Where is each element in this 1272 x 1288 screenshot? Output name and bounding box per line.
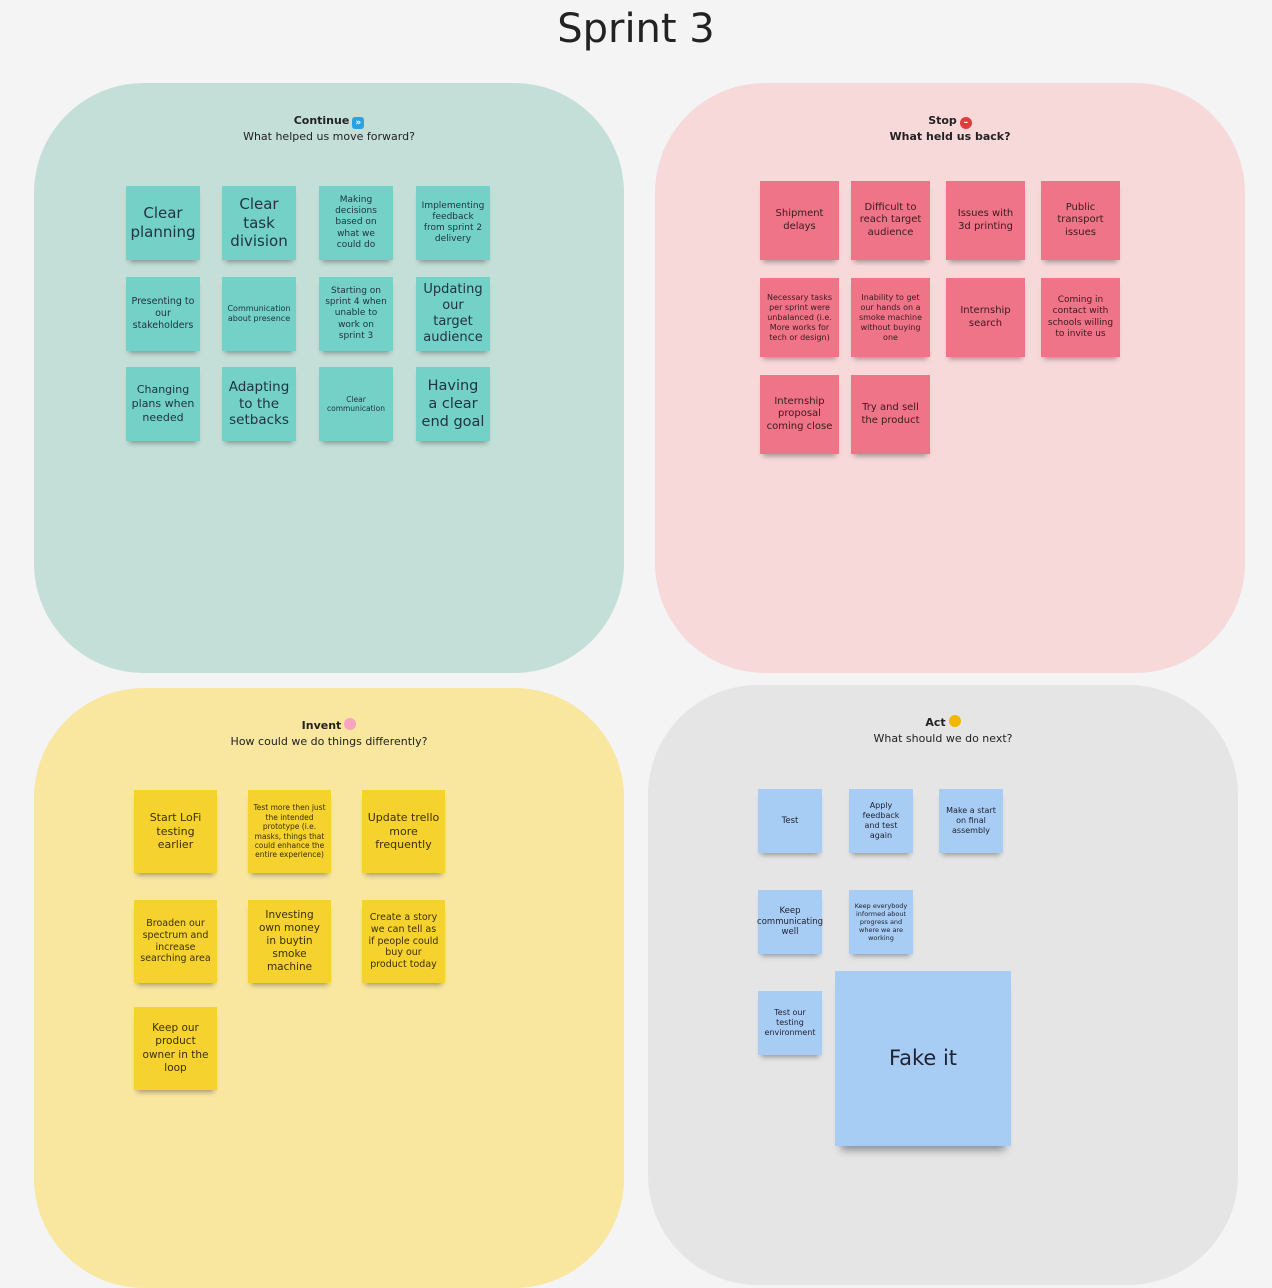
sticky-note[interactable]: Broaden our spectrum and increase search… [134,900,217,983]
continue-header: Continue» What helped us move forward? [34,113,624,145]
sticky-note[interactable]: Update trello more frequently [362,790,445,873]
no-entry-icon: – [959,117,972,129]
sticky-note[interactable]: Investing own money in buytin smoke mach… [248,900,331,983]
sticky-note[interactable]: Presenting to our stakeholders [126,277,200,351]
sticky-note[interactable]: Issues with 3d printing [946,181,1025,260]
fast-forward-icon: » [352,117,365,129]
act-header: Act What should we do next? [648,715,1238,747]
sticky-note[interactable]: Internship proposal coming close [760,375,839,454]
sticky-note[interactable]: Public transport issues [1041,181,1120,260]
sticky-note[interactable]: Test our testing environment [758,991,822,1055]
sticky-note[interactable]: Coming in contact with schools willing t… [1041,278,1120,357]
sticky-note[interactable]: Make a start on final assembly [939,789,1003,853]
sticky-note[interactable]: Having a clear end goal [416,367,490,441]
sticky-note[interactable]: Inability to get our hands on a smoke ma… [851,278,930,357]
sticky-note[interactable]: Clear communication [319,367,393,441]
sticky-note[interactable]: Communication about presence [222,277,296,351]
sticky-note[interactable]: Implementing feedback from sprint 2 deli… [416,186,490,260]
sticky-note[interactable]: Test [758,789,822,853]
sticky-note[interactable]: Clear planning [126,186,200,260]
invent-header: Invent How could we do things differentl… [34,718,624,750]
sticky-note[interactable]: Changing plans when needed [126,367,200,441]
invent-subtitle: How could we do things differently? [230,735,428,748]
continue-subtitle: What helped us move forward? [243,130,415,143]
sticky-note[interactable]: Updating our target audience [416,277,490,351]
sticky-note[interactable]: Create a story we can tell as if people … [362,900,445,983]
sticky-note[interactable]: Difficult to reach target audience [851,181,930,260]
sticky-note[interactable]: Adapting to the setbacks [222,367,296,441]
sticky-note[interactable]: Keep communicating well [757,890,823,954]
sticky-note[interactable]: Necessary tasks per sprint were unbalanc… [760,278,839,357]
sticky-note[interactable]: Starting on sprint 4 when unable to work… [319,277,393,351]
sticky-note[interactable]: Keep everybody informed about progress a… [849,890,913,954]
stop-title: Stop [928,114,957,127]
stop-quadrant[interactable]: Stop – What held us back? [655,83,1245,673]
continue-title: Continue [293,114,350,127]
stop-subtitle: What held us back? [889,130,1011,143]
flexed-arm-icon [948,715,961,727]
sticky-note[interactable]: Keep our product owner in the loop [134,1007,217,1090]
sticky-note[interactable]: Making decisions based on what we could … [319,186,393,260]
act-subtitle: What should we do next? [873,732,1013,745]
sticky-note[interactable]: Try and sell the product [851,375,930,454]
sticky-note[interactable]: Apply feedback and test again [849,789,913,853]
sticky-note[interactable]: Internship search [946,278,1025,357]
flower-icon [344,718,357,730]
sticky-note[interactable]: Clear task division [222,186,296,260]
sticky-note[interactable]: Test more then just the intended prototy… [248,790,331,873]
sticky-note[interactable]: Start LoFi testing earlier [134,790,217,873]
act-title: Act [925,716,946,729]
sticky-note-large[interactable]: Fake it [835,971,1011,1146]
stop-header: Stop – What held us back? [655,113,1245,145]
invent-title: Invent [301,719,342,732]
sticky-note[interactable]: Shipment delays [760,181,839,260]
board-title: Sprint 3 [557,6,715,52]
invent-quadrant[interactable]: Invent How could we do things differentl… [34,688,624,1288]
